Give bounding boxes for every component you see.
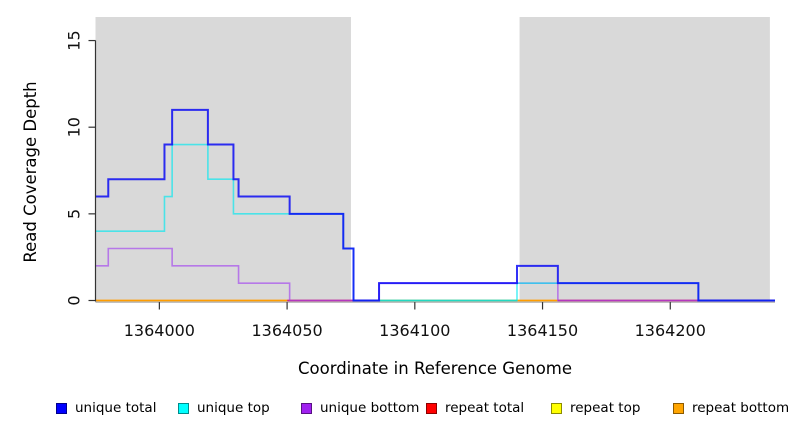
legend-item-unique-bottom: unique bottom	[301, 400, 420, 416]
legend-swatch	[426, 403, 437, 415]
legend-item-repeat-total: repeat total	[426, 400, 525, 416]
legend: unique total unique top unique bottom repea…	[0, 0, 792, 415]
legend-label: repeat total	[445, 400, 525, 416]
legend-label: unique bottom	[320, 400, 420, 416]
legend-item-repeat-bottom: repeat bottom	[673, 400, 790, 416]
x-axis-title: Coordinate in Reference Genome	[298, 359, 572, 378]
legend-swatch	[56, 403, 67, 415]
legend-label: unique top	[197, 400, 270, 416]
legend-item-repeat-top: repeat top	[551, 400, 641, 416]
coverage-chart: 0 5 10 15 1364000 1364050 1364100 1364150 136420…	[21, 17, 775, 378]
legend-swatch	[551, 403, 562, 415]
legend-swatch	[673, 403, 684, 415]
x-tick-label: 1364050	[251, 321, 322, 340]
x-tick-label: 1364200	[635, 321, 706, 340]
series-line-unique-total	[95, 108, 775, 302]
y-tick-label: 5	[65, 209, 84, 219]
chart-layers: 0 5 10 15 1364000 1364050 1364100 1364150 136420…	[65, 17, 775, 340]
legend-item-unique-total: unique total	[56, 400, 157, 416]
series-line-unique-top	[95, 143, 775, 302]
x-tick-label: 1364150	[507, 321, 578, 340]
legend-item-unique-top: unique top	[178, 400, 270, 416]
y-tick-label: 10	[65, 117, 84, 137]
repeat-region-2	[519, 17, 770, 302]
y-tick-label: 15	[65, 30, 84, 50]
legend-label: repeat bottom	[692, 400, 790, 416]
x-tick-label: 1364000	[124, 321, 195, 340]
y-axis-title: Read Coverage Depth	[21, 81, 40, 262]
x-tick-label: 1364100	[379, 321, 450, 340]
legend-swatch	[301, 403, 312, 415]
legend-swatch	[178, 403, 189, 415]
y-tick-label: 0	[65, 295, 84, 305]
legend-label: unique total	[75, 400, 157, 416]
legend-label: repeat top	[570, 400, 641, 416]
repeat-region-1	[95, 17, 351, 302]
